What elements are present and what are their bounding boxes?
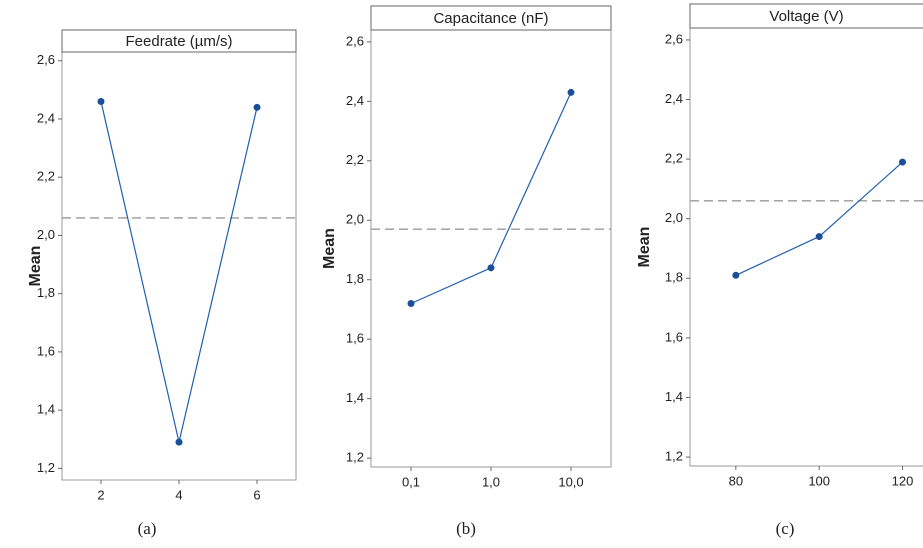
panel-title: Feedrate (µm/s) <box>126 33 233 50</box>
plot-frame <box>61 51 297 481</box>
y-tick-label: 2,0 <box>665 210 683 225</box>
panel-header <box>689 3 923 29</box>
y-tick-label: 2,6 <box>665 31 683 46</box>
data-point <box>732 271 740 279</box>
x-tick-label: 10,0 <box>558 474 583 489</box>
panel-header <box>370 5 612 31</box>
x-tick-label: 80 <box>729 473 743 488</box>
caption: (a) <box>138 519 157 538</box>
y-tick-label: 1,4 <box>665 389 683 404</box>
y-tick-label: 2,4 <box>37 110 55 125</box>
x-tick-label: 120 <box>892 473 914 488</box>
series-line <box>100 101 258 443</box>
y-tick-label: 2,0 <box>37 227 55 242</box>
panel-title: Voltage (V) <box>769 8 843 25</box>
y-axis-label: Mean <box>27 246 44 287</box>
x-tick-label: 4 <box>175 487 182 502</box>
y-tick-label: 2,4 <box>665 91 683 106</box>
data-point <box>567 88 575 96</box>
y-tick-label: 1,2 <box>665 448 683 463</box>
y-tick-label: 1,8 <box>665 270 683 285</box>
panel-title: Capacitance (nF) <box>433 10 548 27</box>
plot-frame <box>370 29 612 468</box>
y-axis-label: Mean <box>321 228 338 269</box>
y-tick-label: 1,4 <box>37 402 55 417</box>
y-tick-label: 1,6 <box>346 331 364 346</box>
series-line <box>735 161 903 276</box>
data-point <box>407 299 415 307</box>
data-point <box>97 97 105 105</box>
y-tick-label: 1,6 <box>37 343 55 358</box>
x-tick-label: 0,1 <box>402 474 420 489</box>
y-tick-label: 1,8 <box>37 285 55 300</box>
plot-frame <box>689 27 923 467</box>
data-point <box>815 233 823 241</box>
x-tick-label: 100 <box>808 473 830 488</box>
y-tick-label: 2,2 <box>37 169 55 184</box>
y-tick-label: 2,6 <box>37 52 55 67</box>
series-line <box>410 92 572 305</box>
x-tick-label: 6 <box>253 487 260 502</box>
y-tick-label: 1,6 <box>665 329 683 344</box>
y-tick-label: 2,6 <box>346 33 364 48</box>
data-point <box>899 158 906 166</box>
y-tick-label: 1,2 <box>37 460 55 475</box>
y-tick-label: 2,0 <box>346 212 364 227</box>
y-tick-label: 2,2 <box>346 152 364 167</box>
data-point <box>175 438 183 446</box>
y-tick-label: 1,4 <box>346 390 364 405</box>
y-axis-label: Mean <box>636 227 653 268</box>
data-point <box>253 103 261 111</box>
x-tick-label: 2 <box>97 487 104 502</box>
y-tick-label: 1,8 <box>346 271 364 286</box>
y-tick-label: 2,4 <box>346 93 364 108</box>
y-tick-label: 2,2 <box>665 151 683 166</box>
data-point <box>487 264 495 272</box>
caption: (c) <box>776 519 795 538</box>
y-tick-label: 1,2 <box>346 450 364 465</box>
panel-header <box>61 29 297 53</box>
x-tick-label: 1,0 <box>482 474 500 489</box>
caption: (b) <box>456 519 476 538</box>
